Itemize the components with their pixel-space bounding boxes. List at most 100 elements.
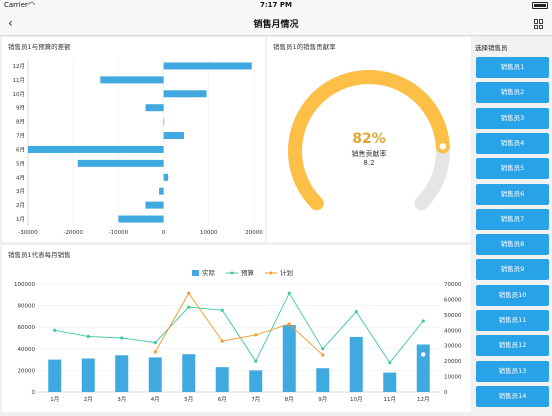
actual-bar xyxy=(215,367,229,392)
y-tick-label: 6月 xyxy=(16,146,25,153)
x-tick-label: 3月 xyxy=(117,396,126,403)
legend-swatch-actual xyxy=(192,270,199,276)
x-tick-label: 20000 xyxy=(245,230,263,236)
budget-marker xyxy=(287,291,291,295)
panel-title-contribution: 销售员1的销售贡献率 xyxy=(273,43,336,51)
salesperson-button[interactable]: 销售员9 xyxy=(476,259,549,281)
actual-bar xyxy=(115,355,129,392)
budget-marker xyxy=(421,319,425,323)
selected-point-marker xyxy=(421,352,426,357)
y-tick-label: 11月 xyxy=(13,77,26,84)
x-tick-label: 0 xyxy=(162,230,166,236)
gauge-fill xyxy=(288,70,450,211)
budget-marker xyxy=(153,341,157,345)
difference-bar xyxy=(163,132,184,140)
actual-bar xyxy=(48,359,62,392)
budget-marker xyxy=(321,347,325,351)
y-tick-label: 1月 xyxy=(16,216,25,223)
plan-marker xyxy=(287,322,291,326)
y-tick-label: 5月 xyxy=(16,160,25,167)
actual-bar xyxy=(383,372,397,392)
plan-marker xyxy=(254,333,258,337)
budget-marker xyxy=(53,328,57,332)
wifi-icon: ◠ xyxy=(28,0,35,9)
budget-marker xyxy=(388,361,392,365)
gauge-value: 8.2 xyxy=(363,159,374,167)
y-tick-label: 2月 xyxy=(16,202,25,209)
salesperson-button[interactable]: 销售员1 xyxy=(476,57,549,78)
actual-bar xyxy=(249,370,263,392)
y-tick-label: 12月 xyxy=(13,63,26,70)
x-tick-label: 9月 xyxy=(318,396,327,403)
actual-bar xyxy=(316,368,330,392)
salesperson-button[interactable]: 销售员13 xyxy=(476,360,549,382)
salesperson-sidebar: 选择销售员 销售员1 销售员2 销售员3 销售员4 销售员5 销售员6 销售员7 销售员8 销售… xyxy=(473,37,552,414)
status-bar: Carrier ◠ 7:17 PM xyxy=(0,0,552,12)
budget-marker xyxy=(187,305,191,309)
y-right-tick-label: 50000 xyxy=(444,313,462,319)
x-tick-label: 4月 xyxy=(151,396,160,403)
nav-bar: ‹ 销售月情况 xyxy=(0,12,552,36)
status-time: 7:17 PM xyxy=(260,1,292,9)
salesperson-button[interactable]: 销售员14 xyxy=(476,385,549,407)
salesperson-button[interactable]: 销售员12 xyxy=(476,335,549,357)
y-right-tick-label: 60000 xyxy=(444,297,462,303)
salesperson-button[interactable]: 销售员11 xyxy=(476,310,549,331)
x-tick-label: 7月 xyxy=(251,396,260,403)
difference-bar xyxy=(163,90,207,98)
back-chevron-icon[interactable]: ‹ xyxy=(8,16,13,30)
y-tick-label: 9月 xyxy=(16,105,25,112)
plan-marker xyxy=(321,353,325,357)
panel-title-monthly: 销售员1代表每月销售 xyxy=(8,251,71,259)
salesperson-button[interactable]: 销售员8 xyxy=(476,234,549,256)
gauge-percent: 82% xyxy=(352,131,386,147)
y-right-tick-label: 40000 xyxy=(444,328,462,334)
salesperson-button[interactable]: 销售员5 xyxy=(476,158,549,180)
difference-bar xyxy=(77,159,164,167)
difference-bar xyxy=(145,104,164,112)
budget-line xyxy=(54,292,424,364)
salesperson-button[interactable]: 销售员10 xyxy=(476,284,549,306)
budget-marker xyxy=(220,308,224,312)
x-tick-label: 10000 xyxy=(200,230,218,236)
monthly-sales-panel: 销售员1代表每月销售 实际 预算 计划 0 20000 40000 60000 80000 10… xyxy=(2,245,471,412)
page-title: 销售月情况 xyxy=(253,20,299,30)
actual-bar xyxy=(182,354,196,392)
grid-menu-icon[interactable] xyxy=(534,19,544,29)
y-right-tick-label: 20000 xyxy=(444,359,462,365)
salesperson-button[interactable]: 销售员4 xyxy=(476,132,549,154)
plan-line xyxy=(154,292,324,356)
y-left-tick-label: 60000 xyxy=(18,325,36,331)
sidebar-title: 选择销售员 xyxy=(475,44,508,52)
legend-label-actual: 实际 xyxy=(202,268,216,277)
y-left-tick-label: 20000 xyxy=(18,368,36,374)
salesperson-button[interactable]: 销售员3 xyxy=(476,107,549,129)
difference-bar xyxy=(163,62,252,70)
y-left-tick-label: 80000 xyxy=(18,304,36,310)
budget-marker xyxy=(120,336,124,340)
difference-bar-chart: -30000 -20000 -10000 0 10000 20000 1月 2月 3月 4月 5月 6… xyxy=(13,59,263,236)
y-right-tick-label: 30000 xyxy=(444,344,462,350)
actual-bar xyxy=(81,358,95,392)
actual-bar xyxy=(416,344,430,392)
y-right-tick-label: 0 xyxy=(444,390,448,396)
y-tick-label: 8月 xyxy=(16,119,25,126)
x-tick-label: 2月 xyxy=(84,396,93,403)
y-tick-label: 7月 xyxy=(16,133,25,140)
salesperson-button[interactable]: 销售员6 xyxy=(476,183,549,205)
budget-marker xyxy=(354,310,358,314)
salesperson-button[interactable]: 销售员2 xyxy=(476,82,549,104)
x-tick-label: -30000 xyxy=(18,230,38,236)
gauge-knob xyxy=(438,141,448,152)
salesperson-button[interactable]: 销售员7 xyxy=(476,208,549,230)
y-left-tick-label: 100000 xyxy=(14,282,35,288)
x-tick-label: 8月 xyxy=(285,396,294,403)
x-tick-label: 12月 xyxy=(417,396,430,403)
plan-marker xyxy=(220,339,224,343)
legend-label-plan: 计划 xyxy=(280,268,293,277)
budget-marker xyxy=(86,334,90,339)
legend-label-budget: 预算 xyxy=(241,268,255,277)
difference-bar xyxy=(159,187,164,195)
y-tick-label: 3月 xyxy=(16,188,25,195)
